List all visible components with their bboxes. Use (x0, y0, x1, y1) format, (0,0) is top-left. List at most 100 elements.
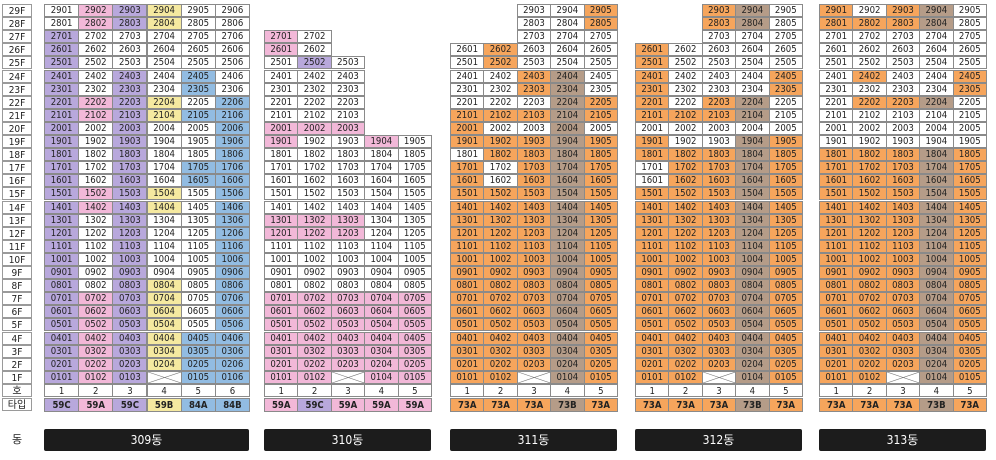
unit-cell[interactable]: 2504 (550, 56, 585, 70)
unit-cell[interactable]: 2101 (819, 108, 854, 122)
unit-cell[interactable]: 1504 (919, 187, 954, 201)
unit-cell[interactable]: 2105 (952, 108, 987, 122)
unit-cell[interactable]: 0101 (819, 370, 854, 384)
unit-cell[interactable]: 2802 (852, 17, 887, 31)
unit-cell[interactable]: 0504 (146, 318, 182, 332)
unit-cell[interactable]: 1604 (364, 174, 399, 188)
unit-cell[interactable]: 0306 (214, 344, 250, 358)
unit-cell[interactable]: 0705 (768, 292, 803, 306)
unit-cell[interactable]: 1703 (701, 161, 737, 175)
unit-cell[interactable]: 0604 (550, 305, 585, 319)
unit-cell[interactable]: 1701 (819, 161, 854, 175)
unit-cell[interactable]: 1803 (330, 148, 366, 162)
unit-cell[interactable]: 0705 (397, 292, 432, 306)
unit-cell[interactable]: 1704 (364, 161, 399, 175)
unit-cell[interactable]: 0204 (550, 357, 585, 371)
unit-cell[interactable]: 1705 (768, 161, 803, 175)
unit-cell[interactable]: 0902 (483, 266, 518, 279)
unit-cell[interactable]: 1101 (635, 239, 670, 253)
unit-cell[interactable]: 1402 (852, 200, 887, 214)
unit-cell[interactable]: 0402 (78, 331, 114, 345)
unit-cell[interactable]: 2905 (583, 4, 618, 17)
unit-cell[interactable]: 1105 (768, 239, 803, 253)
unit-cell[interactable]: 2401 (44, 69, 80, 83)
unit-cell[interactable]: 2102 (78, 108, 114, 122)
unit-cell[interactable]: 2203 (701, 95, 737, 109)
unit-cell[interactable]: 0801 (264, 279, 299, 293)
unit-cell[interactable]: 2301 (44, 82, 80, 96)
unit-cell[interactable]: 1101 (819, 239, 854, 253)
unit-cell[interactable]: 0403 (112, 331, 148, 345)
unit-cell[interactable]: 0201 (819, 357, 854, 371)
unit-cell[interactable]: 1201 (264, 226, 299, 240)
unit-cell[interactable]: 2003 (112, 121, 148, 135)
unit-cell[interactable]: 1504 (550, 187, 585, 201)
unit-cell[interactable]: 2004 (919, 121, 954, 135)
unit-cell[interactable]: 2305 (180, 82, 216, 96)
unit-cell[interactable]: 0301 (635, 344, 670, 358)
unit-cell[interactable]: 0805 (397, 279, 432, 293)
unit-cell[interactable]: 1301 (450, 213, 485, 227)
unit-cell[interactable]: 2901 (44, 4, 80, 17)
unit-cell[interactable]: 0502 (297, 318, 332, 332)
unit-cell[interactable]: 2201 (819, 95, 854, 109)
unit-cell[interactable]: 1803 (885, 148, 921, 162)
unit-cell[interactable]: 2904 (919, 4, 954, 17)
unit-cell[interactable]: 2003 (885, 121, 921, 135)
unit-cell[interactable]: 1701 (264, 161, 299, 175)
unit-cell[interactable]: 2305 (583, 82, 618, 96)
unit-cell[interactable]: 2904 (146, 4, 182, 17)
unit-cell[interactable]: 0201 (450, 357, 485, 371)
unit-cell[interactable]: 1102 (78, 239, 114, 253)
unit-cell[interactable]: 1603 (885, 174, 921, 188)
unit-cell[interactable]: 1805 (397, 148, 432, 162)
unit-cell[interactable]: 0905 (583, 266, 618, 279)
unit-cell[interactable]: 2904 (550, 4, 585, 17)
unit-cell[interactable]: 1202 (297, 226, 332, 240)
unit-cell[interactable]: 0803 (701, 279, 737, 293)
unit-cell[interactable]: 2303 (701, 82, 737, 96)
unit-cell[interactable]: 1404 (735, 200, 770, 214)
unit-cell[interactable]: 0604 (146, 305, 182, 319)
unit-cell[interactable]: 2002 (78, 121, 114, 135)
unit-cell[interactable]: 1601 (44, 174, 80, 188)
unit-cell[interactable]: 1103 (701, 239, 737, 253)
unit-cell[interactable]: 0303 (885, 344, 921, 358)
unit-cell[interactable]: 1903 (330, 135, 366, 148)
unit-cell[interactable]: 1203 (516, 226, 552, 240)
empty-unit-cell[interactable] (516, 370, 552, 384)
unit-cell[interactable]: 2404 (735, 69, 770, 83)
unit-cell[interactable]: 0702 (297, 292, 332, 306)
unit-cell[interactable]: 0301 (44, 344, 80, 358)
unit-cell[interactable]: 0905 (952, 266, 987, 279)
unit-cell[interactable]: 0203 (112, 357, 148, 371)
unit-cell[interactable]: 1601 (819, 174, 854, 188)
unit-cell[interactable]: 0104 (550, 370, 585, 384)
unit-cell[interactable]: 1004 (735, 252, 770, 266)
unit-cell[interactable]: 2104 (735, 108, 770, 122)
unit-cell[interactable]: 1306 (214, 213, 250, 227)
unit-cell[interactable]: 1704 (919, 161, 954, 175)
unit-cell[interactable]: 2003 (516, 121, 552, 135)
unit-cell[interactable]: 1504 (364, 187, 399, 201)
unit-cell[interactable]: 2202 (78, 95, 114, 109)
unit-cell[interactable]: 1405 (180, 200, 216, 214)
unit-cell[interactable]: 0303 (516, 344, 552, 358)
unit-cell[interactable]: 1305 (397, 213, 432, 227)
unit-cell[interactable]: 1401 (450, 200, 485, 214)
unit-cell[interactable]: 2501 (819, 56, 854, 70)
unit-cell[interactable]: 2604 (735, 43, 770, 57)
unit-cell[interactable]: 2103 (112, 108, 148, 122)
unit-cell[interactable]: 2602 (852, 43, 887, 57)
unit-cell[interactable]: 1302 (78, 213, 114, 227)
unit-cell[interactable]: 1503 (516, 187, 552, 201)
unit-cell[interactable]: 0503 (112, 318, 148, 332)
unit-cell[interactable]: 1703 (112, 161, 148, 175)
unit-cell[interactable]: 2003 (330, 121, 366, 135)
unit-cell[interactable]: 2102 (483, 108, 518, 122)
unit-cell[interactable]: 0101 (450, 370, 485, 384)
unit-cell[interactable]: 1003 (330, 252, 366, 266)
unit-cell[interactable]: 2603 (112, 43, 148, 57)
unit-cell[interactable]: 1003 (701, 252, 737, 266)
unit-cell[interactable]: 1006 (214, 252, 250, 266)
